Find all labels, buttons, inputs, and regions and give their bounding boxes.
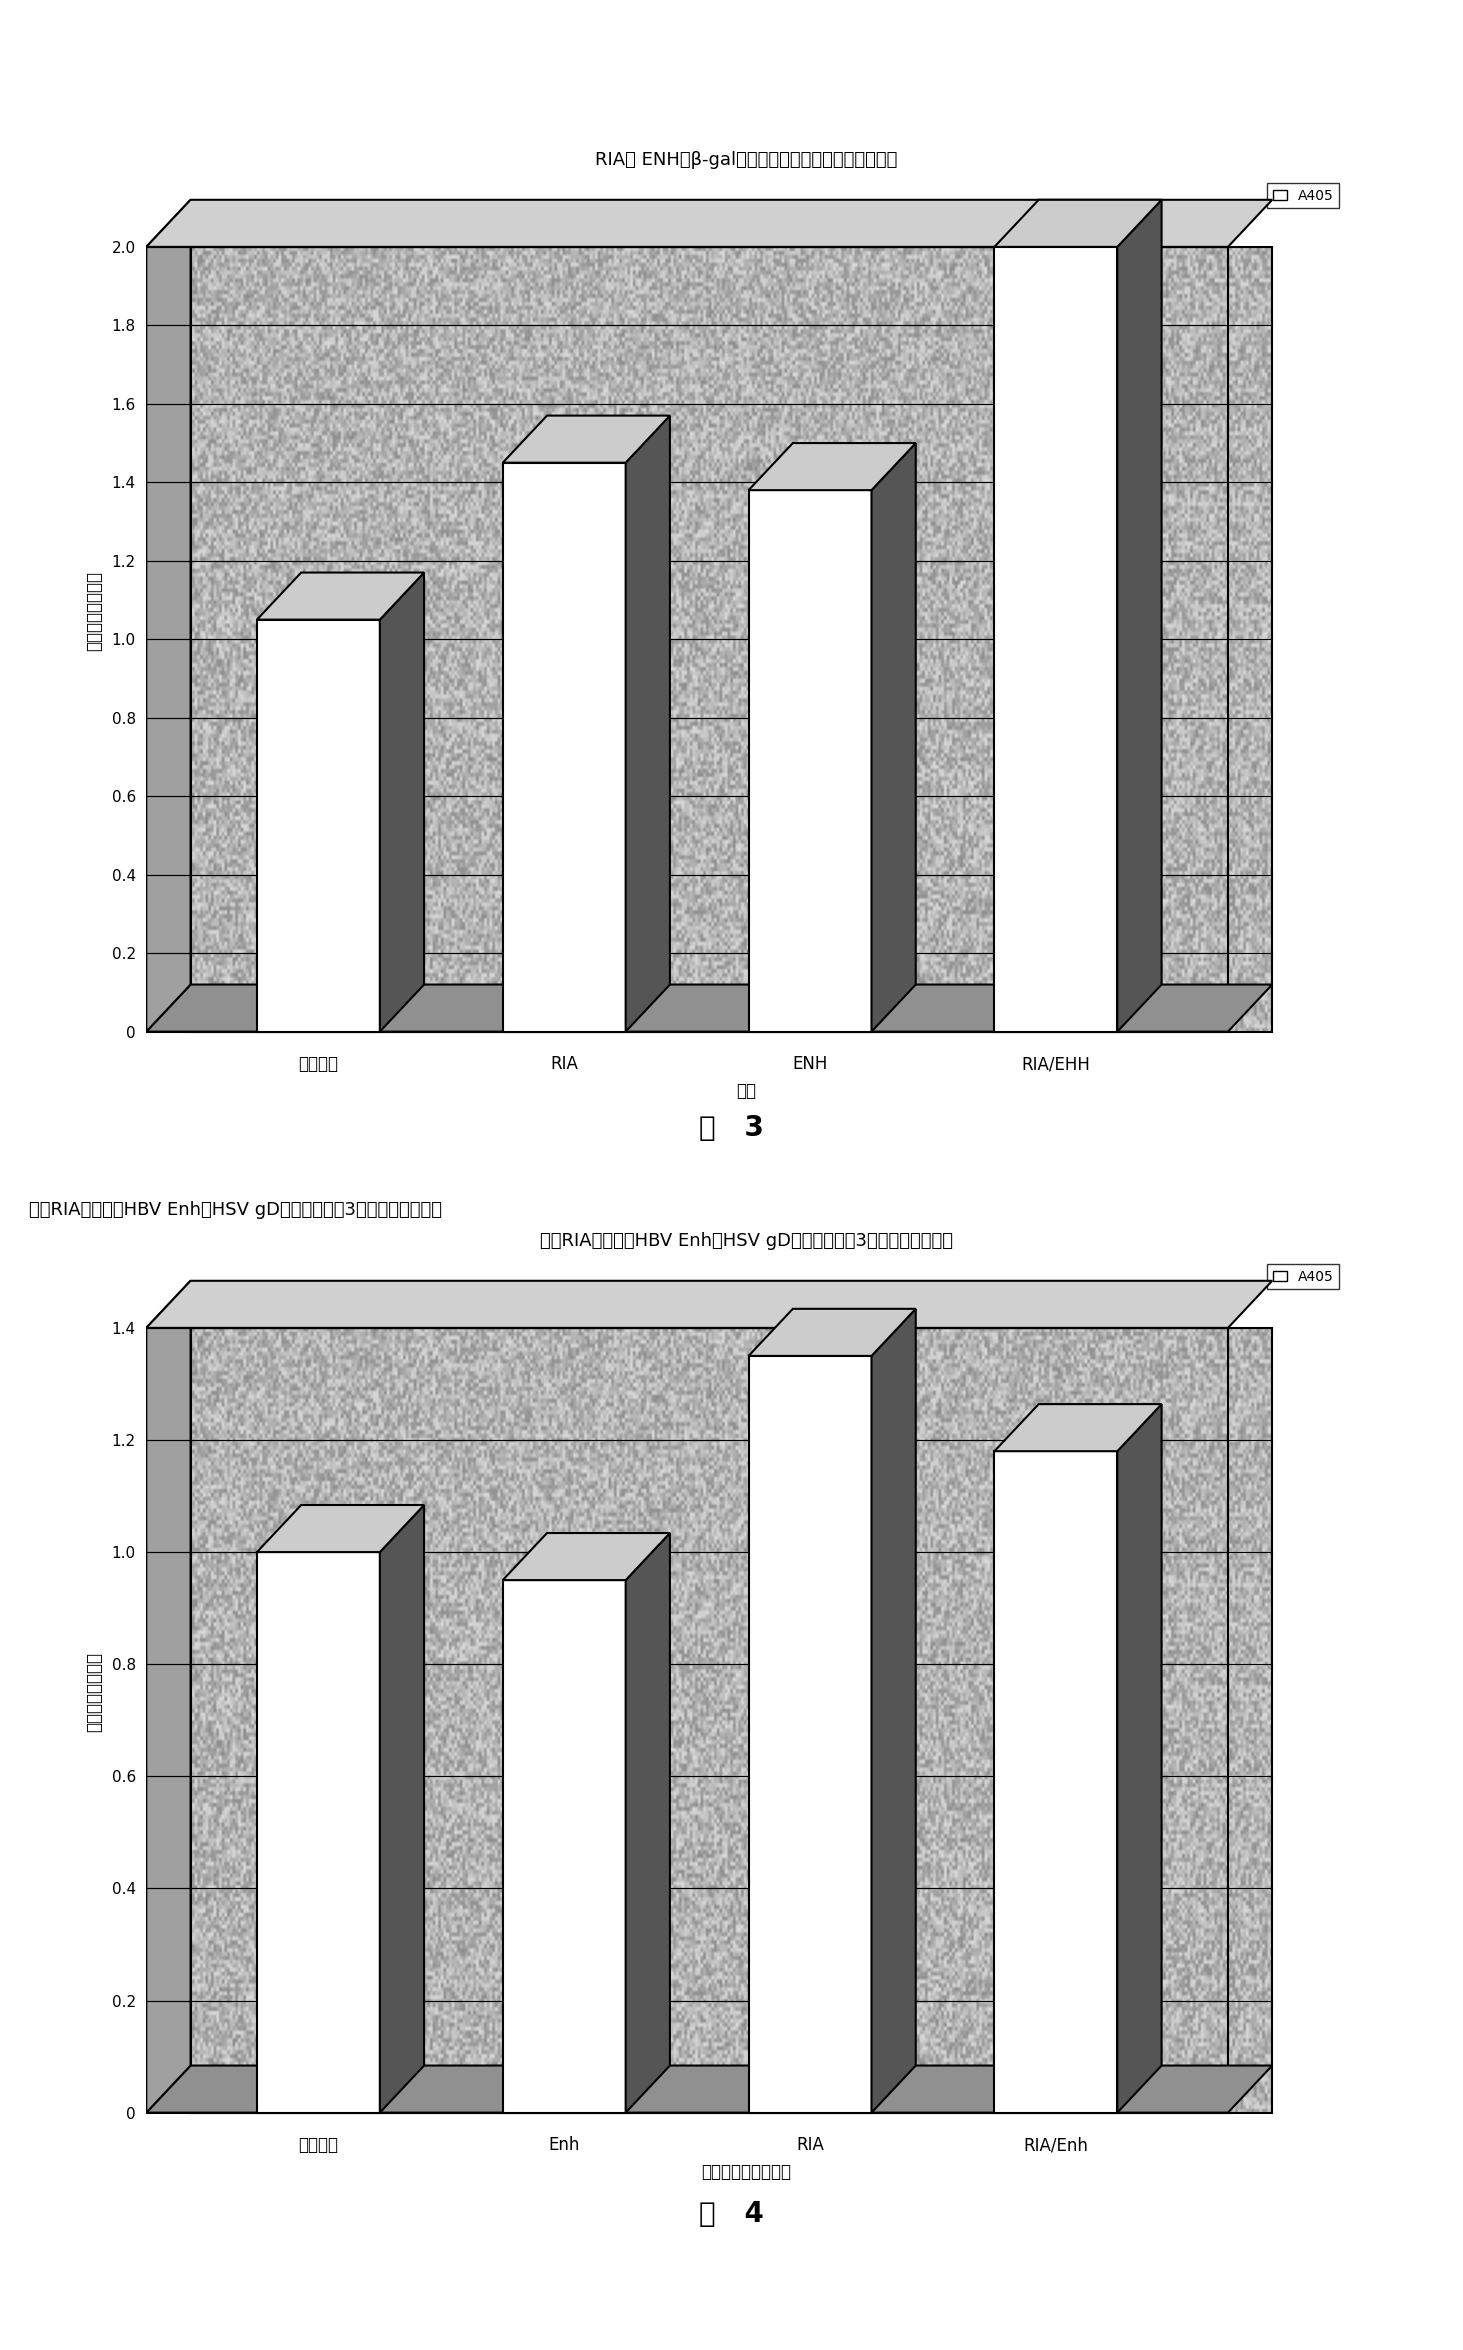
Polygon shape [257,1504,424,1551]
Bar [503,463,626,1032]
Text: 图   4: 图 4 [699,2200,764,2228]
Polygon shape [872,1309,916,2113]
Y-axis label: 与基本载体的比率: 与基本载体的比率 [85,1652,104,1732]
Legend: A405: A405 [1267,1264,1339,1290]
Bar [257,1551,380,2113]
Polygon shape [257,573,424,620]
Polygon shape [626,1532,670,2113]
Polygon shape [146,200,190,1032]
Polygon shape [146,985,1273,1032]
Polygon shape [872,444,916,1032]
Polygon shape [146,200,1273,247]
Polygon shape [749,444,916,491]
Polygon shape [503,1532,670,1579]
Polygon shape [146,1281,1273,1328]
Polygon shape [380,573,424,1032]
Bar [995,247,1118,1032]
Polygon shape [1118,200,1162,1032]
Bar [257,620,380,1032]
Polygon shape [146,1281,190,2113]
Bar [749,491,872,1032]
Title: 加入RIA内含子和HBV Enh对HSV gD表达的影响（3次实验的平均値）: 加入RIA内含子和HBV Enh对HSV gD表达的影响（3次实验的平均値） [540,1231,952,1250]
Text: 加入RIA内含子和HBV Enh对HSV gD表达的影响（3次实验的平均値）: 加入RIA内含子和HBV Enh对HSV gD表达的影响（3次实验的平均値） [29,1201,442,1220]
Bar [749,1356,872,2113]
Polygon shape [146,2066,1273,2113]
X-axis label: 导入基本载体的元件: 导入基本载体的元件 [701,2162,791,2181]
Title: RIA， ENH对β-gal表达的影响（三次实验的平均値）: RIA， ENH对β-gal表达的影响（三次实验的平均値） [595,150,897,169]
Text: 图   3: 图 3 [699,1114,764,1142]
Polygon shape [995,1403,1162,1452]
Polygon shape [503,416,670,463]
Bar [995,1452,1118,2113]
Polygon shape [380,1504,424,2113]
Y-axis label: 与基本载体的比率: 与基本载体的比率 [85,571,104,651]
Polygon shape [749,1309,916,1356]
Polygon shape [626,416,670,1032]
Legend: A405: A405 [1267,183,1339,209]
Polygon shape [995,200,1162,247]
X-axis label: 载体: 载体 [736,1081,756,1100]
Polygon shape [1118,1403,1162,2113]
Bar [503,1579,626,2113]
